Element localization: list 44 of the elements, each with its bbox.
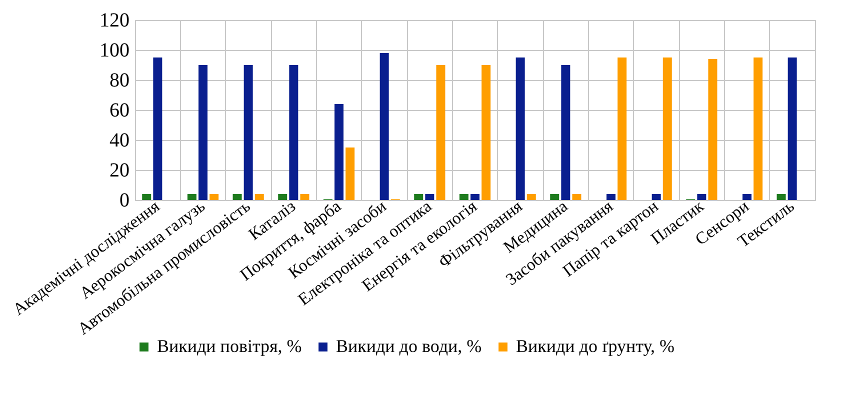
- bar: [198, 65, 208, 200]
- legend-label: Викиди до води, %: [336, 336, 482, 356]
- bar: [754, 58, 763, 200]
- bar: [210, 194, 219, 200]
- y-tick-label: 60: [110, 100, 130, 122]
- bar: [346, 148, 355, 200]
- bar: [572, 194, 582, 200]
- bar: [697, 194, 706, 200]
- bar: [459, 194, 468, 200]
- bar: [380, 53, 389, 200]
- bar: [289, 65, 298, 200]
- bar: [618, 58, 627, 200]
- bar: [232, 194, 242, 200]
- bar: [788, 58, 797, 200]
- bar: [652, 194, 661, 200]
- bar: [470, 194, 480, 200]
- bar: [606, 194, 616, 200]
- bar: [708, 59, 718, 200]
- y-tick-label: 120: [100, 10, 130, 32]
- bar: [436, 65, 446, 200]
- bar: [742, 194, 752, 200]
- y-tick-label: 80: [110, 70, 130, 92]
- bar: [516, 58, 525, 200]
- y-tick-label: 100: [100, 40, 130, 62]
- bar: [142, 194, 152, 200]
- legend-label: Викиди повітря, %: [157, 336, 302, 356]
- bar: [254, 194, 264, 200]
- bar: [187, 194, 196, 200]
- bar: [425, 194, 434, 200]
- bar: [482, 65, 491, 200]
- bar: [662, 58, 672, 200]
- bar: [526, 194, 536, 200]
- bar: [278, 194, 288, 200]
- bar: [300, 194, 310, 200]
- bar: [561, 65, 570, 200]
- y-tick-label: 40: [110, 130, 130, 152]
- bar: [414, 194, 424, 200]
- bar: [153, 58, 162, 200]
- bar: [550, 194, 560, 200]
- bar: [776, 194, 786, 200]
- y-tick-label: 20: [110, 160, 130, 182]
- bar: [334, 104, 344, 200]
- legend-label: Викиди до ґрунту, %: [516, 336, 675, 356]
- bar: [244, 65, 253, 200]
